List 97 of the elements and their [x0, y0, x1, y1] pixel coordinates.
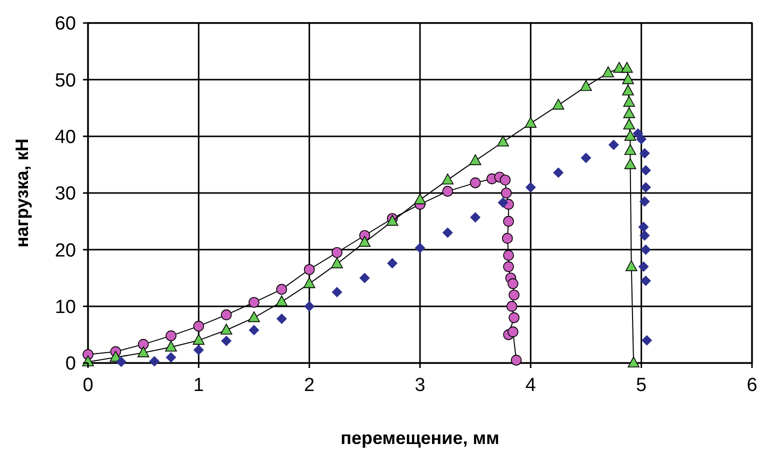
point	[192, 334, 205, 345]
point	[638, 261, 649, 272]
y-tick-label: 50	[54, 70, 76, 92]
point	[621, 62, 633, 73]
point	[640, 182, 652, 193]
point	[525, 182, 536, 193]
point	[623, 118, 636, 130]
point	[636, 134, 647, 144]
point	[304, 264, 315, 275]
point	[624, 158, 636, 170]
point	[248, 324, 260, 336]
point	[276, 284, 288, 295]
x-tick-label: 5	[636, 375, 647, 396]
point	[358, 236, 371, 247]
point	[506, 300, 518, 312]
point	[502, 232, 513, 244]
point	[469, 154, 482, 166]
point	[116, 356, 126, 368]
point	[503, 261, 514, 272]
point	[470, 212, 481, 223]
point	[608, 140, 619, 150]
point	[639, 148, 650, 159]
y-tick-label: 20	[54, 240, 76, 262]
x-tick-label: 4	[525, 375, 536, 396]
point	[623, 96, 636, 107]
point	[640, 276, 652, 286]
point	[503, 216, 514, 227]
point	[137, 346, 150, 358]
point	[508, 290, 520, 300]
point	[470, 177, 481, 188]
point	[628, 356, 640, 368]
point	[332, 286, 342, 298]
point	[510, 354, 522, 366]
point	[624, 130, 636, 141]
point	[642, 335, 652, 346]
point	[500, 188, 512, 198]
point	[387, 258, 398, 269]
point	[580, 80, 592, 91]
point	[640, 165, 652, 176]
x-tick-label: 0	[82, 375, 94, 396]
x-tick-label: 2	[304, 375, 315, 396]
point	[304, 301, 315, 312]
point	[503, 250, 514, 261]
point	[622, 84, 634, 96]
x-tick-label: 1	[193, 375, 204, 396]
point	[602, 66, 614, 78]
point	[221, 336, 232, 346]
x-axis-title: перемещение, мм	[340, 428, 500, 448]
point	[332, 247, 342, 258]
point	[414, 242, 426, 254]
point	[622, 73, 634, 84]
point	[248, 296, 260, 308]
point	[166, 330, 176, 342]
point	[624, 144, 636, 155]
point	[166, 352, 176, 363]
point	[331, 257, 343, 268]
y-axis-title: нагрузка, кН	[12, 138, 32, 248]
point	[497, 136, 509, 146]
point	[580, 152, 592, 164]
point	[442, 186, 454, 197]
point	[220, 309, 232, 320]
point	[553, 167, 564, 178]
y-tick-label: 0	[65, 354, 76, 375]
point	[303, 277, 316, 288]
point	[276, 314, 287, 324]
y-tick-label: 60	[54, 14, 76, 35]
point	[220, 324, 232, 335]
point	[552, 98, 564, 110]
point	[82, 355, 94, 366]
y-tick-label: 30	[54, 184, 76, 205]
point	[193, 320, 204, 332]
point	[276, 295, 288, 306]
point	[640, 244, 652, 255]
point	[359, 272, 370, 284]
point	[508, 326, 518, 338]
point	[639, 196, 650, 207]
point	[638, 222, 649, 232]
point	[508, 312, 520, 324]
point	[639, 230, 650, 241]
point	[508, 278, 518, 290]
point	[524, 116, 537, 128]
y-tick-label: 40	[54, 126, 76, 148]
point	[414, 193, 426, 204]
point	[442, 227, 453, 238]
point	[138, 338, 149, 350]
point	[498, 197, 508, 208]
x-tick-label: 6	[746, 375, 758, 396]
point	[165, 340, 177, 352]
point	[500, 174, 511, 186]
point	[248, 311, 260, 322]
y-tick-label: 10	[54, 296, 76, 318]
point	[149, 356, 160, 367]
x-tick-label: 3	[414, 375, 426, 396]
point	[625, 260, 638, 272]
point	[193, 344, 204, 356]
point	[442, 174, 454, 184]
point	[623, 107, 636, 118]
